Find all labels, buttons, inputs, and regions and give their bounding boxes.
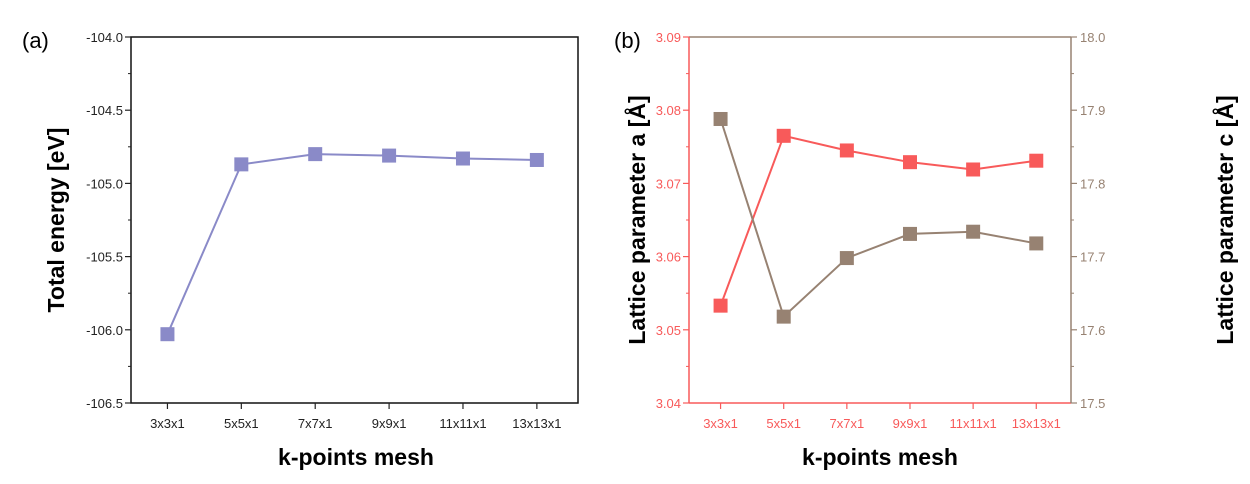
series-1-marker (776, 309, 791, 324)
series-0-marker (776, 128, 791, 143)
series-0-line (719, 134, 1037, 306)
y-tick-label: -104.5 (86, 103, 123, 118)
y-tick-label: 3.09 (656, 30, 681, 45)
y-tick-label: -106.0 (86, 323, 123, 338)
x-tick-label: 11x11x1 (950, 416, 997, 431)
series-1-marker (902, 226, 917, 241)
y-tick-label: -105.5 (86, 250, 123, 265)
series-0-marker (529, 152, 544, 167)
x-tick-label: 9x9x1 (893, 416, 928, 431)
y-right-tick-label: 17.9 (1080, 103, 1105, 118)
x-tick-label: 5x5x1 (224, 416, 259, 431)
series-0-marker (1029, 153, 1044, 168)
panel-a: (a) k-points mesh Total energy [eV] 3x3x… (22, 28, 579, 470)
y-right-tick-label: 17.5 (1080, 396, 1105, 411)
series-0-marker (234, 157, 249, 172)
x-tick-label: 7x7x1 (298, 416, 333, 431)
series-0-marker (713, 298, 728, 313)
series-1-line (719, 118, 1037, 319)
series-1-marker (839, 251, 854, 266)
panel-b-y-axis-title-right: Lattice parameter c [Å] (1211, 95, 1238, 344)
y-right-tick-label: 17.6 (1080, 323, 1105, 338)
x-tick-label: 9x9x1 (372, 416, 407, 431)
series-1-marker (1029, 236, 1044, 251)
series-0-marker (455, 151, 470, 166)
y-tick-label: -105.0 (86, 176, 123, 191)
panel-b-x-axis-title: k-points mesh (802, 444, 958, 470)
x-tick-label: 13x13x1 (512, 416, 561, 431)
y-tick-label: 3.07 (656, 176, 681, 191)
series-0-marker (382, 148, 397, 163)
x-tick-label: 11x11x1 (439, 416, 486, 431)
y-right-tick-label: 18.0 (1080, 30, 1105, 45)
x-tick-label: 5x5x1 (766, 416, 801, 431)
panel-a-label: (a) (22, 28, 49, 53)
x-tick-label: 7x7x1 (829, 416, 864, 431)
y-tick-label: 3.06 (656, 250, 681, 265)
series-0-marker (160, 327, 175, 342)
series-0-marker (966, 162, 981, 177)
y-tick-label: 3.08 (656, 103, 681, 118)
y-tick-label: 3.05 (656, 323, 681, 338)
panel-b-y-axis-title-left: Lattice parameter a [Å] (623, 95, 650, 344)
panel-a-x-axis-title: k-points mesh (278, 444, 434, 470)
y-right-tick-label: 17.7 (1080, 250, 1105, 265)
series-0-marker (308, 147, 323, 162)
series-1-marker (966, 224, 981, 239)
panel-a-y-axis-title: Total energy [eV] (43, 128, 69, 313)
y-tick-label: 3.04 (656, 396, 681, 411)
series-0-line (166, 153, 537, 335)
x-tick-label: 3x3x1 (150, 416, 185, 431)
panel-b-label: (b) (614, 28, 641, 53)
y-tick-label: -106.5 (86, 396, 123, 411)
y-tick-label: -104.0 (86, 30, 123, 45)
series-1-marker (713, 111, 728, 126)
x-tick-label: 3x3x1 (703, 416, 738, 431)
x-tick-label: 13x13x1 (1012, 416, 1061, 431)
series-0-marker (839, 143, 854, 158)
panel-a-plot-frame (130, 36, 579, 404)
y-right-tick-label: 17.8 (1080, 176, 1105, 191)
panel-b: (b) k-points mesh Lattice parameter a [Å… (614, 28, 1238, 470)
series-0-marker (902, 155, 917, 170)
